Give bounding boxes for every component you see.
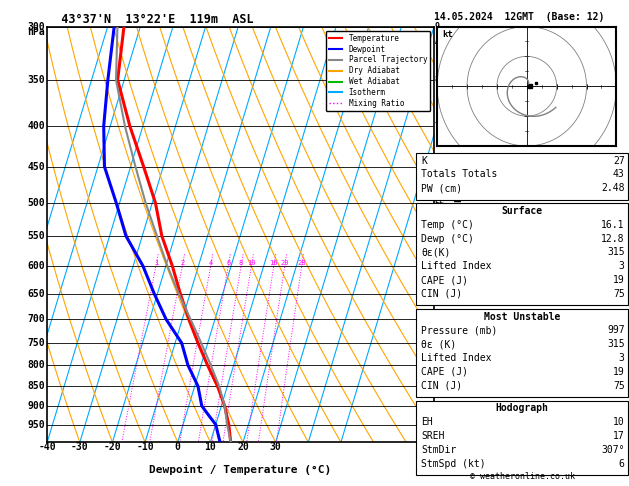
Text: -30: -30 <box>71 442 89 452</box>
Text: CAPE (J): CAPE (J) <box>421 367 469 377</box>
Text: Dewp (°C): Dewp (°C) <box>421 234 474 243</box>
Text: 2: 2 <box>180 260 184 266</box>
Text: 700: 700 <box>28 314 45 324</box>
Text: 600: 600 <box>28 261 45 271</box>
Text: Temp (°C): Temp (°C) <box>421 220 474 230</box>
Legend: Temperature, Dewpoint, Parcel Trajectory, Dry Adiabat, Wet Adiabat, Isotherm, Mi: Temperature, Dewpoint, Parcel Trajectory… <box>326 31 430 111</box>
Text: 19: 19 <box>613 275 625 285</box>
Text: Pressure (mb): Pressure (mb) <box>421 326 498 335</box>
Text: 850: 850 <box>28 381 45 391</box>
Text: 16: 16 <box>269 260 278 266</box>
Text: 750: 750 <box>28 338 45 348</box>
Text: Mixing Ratio (g/kg): Mixing Ratio (g/kg) <box>455 187 464 282</box>
Text: 3: 3 <box>619 261 625 271</box>
Text: 75: 75 <box>613 381 625 391</box>
Text: 3: 3 <box>619 353 625 363</box>
Text: PW (cm): PW (cm) <box>421 183 462 193</box>
Text: 16.1: 16.1 <box>601 220 625 230</box>
Text: EH: EH <box>421 417 433 427</box>
Text: -10: -10 <box>136 442 154 452</box>
Text: 1: 1 <box>435 401 440 410</box>
Text: CAPE (J): CAPE (J) <box>421 275 469 285</box>
Text: 300: 300 <box>28 22 45 32</box>
Text: Totals Totals: Totals Totals <box>421 170 498 179</box>
Text: 75: 75 <box>613 289 625 299</box>
Text: 6: 6 <box>226 260 230 266</box>
Text: Dewpoint / Temperature (°C): Dewpoint / Temperature (°C) <box>150 465 331 475</box>
Text: Most Unstable: Most Unstable <box>484 312 560 322</box>
Text: StmDir: StmDir <box>421 445 457 455</box>
Text: 350: 350 <box>28 75 45 85</box>
Text: 800: 800 <box>28 360 45 370</box>
Text: 20: 20 <box>237 442 249 452</box>
Text: Lifted Index: Lifted Index <box>421 353 492 363</box>
Text: 450: 450 <box>28 162 45 172</box>
Text: 650: 650 <box>28 289 45 298</box>
Text: 997: 997 <box>607 326 625 335</box>
Text: 20: 20 <box>281 260 289 266</box>
Text: 10: 10 <box>613 417 625 427</box>
Text: 7: 7 <box>435 122 440 131</box>
Text: 43°37'N  13°22'E  119m  ASL: 43°37'N 13°22'E 119m ASL <box>47 13 253 26</box>
Text: 12.8: 12.8 <box>601 234 625 243</box>
Text: 400: 400 <box>28 121 45 131</box>
Text: 6: 6 <box>619 459 625 469</box>
Text: kt: kt <box>443 30 454 39</box>
Text: 8: 8 <box>239 260 243 266</box>
Text: CIN (J): CIN (J) <box>421 289 462 299</box>
Text: SREH: SREH <box>421 431 445 441</box>
Text: θε (K): θε (K) <box>421 339 457 349</box>
Text: 0: 0 <box>175 442 181 452</box>
Text: 307°: 307° <box>601 445 625 455</box>
Text: km
ASL: km ASL <box>435 27 450 46</box>
Text: 43: 43 <box>613 170 625 179</box>
Text: -40: -40 <box>38 442 56 452</box>
Text: 17: 17 <box>613 431 625 441</box>
Text: θε(K): θε(K) <box>421 247 451 258</box>
Text: 3: 3 <box>435 314 440 324</box>
Text: Lifted Index: Lifted Index <box>421 261 492 271</box>
Text: 315: 315 <box>607 339 625 349</box>
Text: 2: 2 <box>435 361 440 370</box>
Text: hPa: hPa <box>28 27 45 37</box>
Text: 1: 1 <box>153 260 158 266</box>
Text: CIN (J): CIN (J) <box>421 381 462 391</box>
Text: 28: 28 <box>298 260 306 266</box>
Text: 500: 500 <box>28 198 45 208</box>
Text: 6: 6 <box>435 162 440 171</box>
Text: 10: 10 <box>204 442 216 452</box>
Text: 5½: 5½ <box>435 199 445 208</box>
Text: Surface: Surface <box>501 206 543 216</box>
Text: 27: 27 <box>613 156 625 166</box>
Text: K: K <box>421 156 427 166</box>
Text: 8: 8 <box>435 75 440 85</box>
Text: 315: 315 <box>607 247 625 258</box>
Text: 9: 9 <box>435 22 440 31</box>
Text: -20: -20 <box>104 442 121 452</box>
Text: 10: 10 <box>247 260 255 266</box>
Text: 30: 30 <box>270 442 282 452</box>
Text: 950: 950 <box>28 419 45 430</box>
Text: StmSpd (kt): StmSpd (kt) <box>421 459 486 469</box>
Text: 4: 4 <box>208 260 213 266</box>
Text: 900: 900 <box>28 401 45 411</box>
Text: © weatheronline.co.uk: © weatheronline.co.uk <box>470 472 574 481</box>
Text: 4: 4 <box>435 261 440 270</box>
Text: 14.05.2024  12GMT  (Base: 12): 14.05.2024 12GMT (Base: 12) <box>434 12 604 22</box>
Text: 5: 5 <box>435 231 440 241</box>
Text: 2.48: 2.48 <box>601 183 625 193</box>
Text: Hodograph: Hodograph <box>496 403 548 414</box>
Text: 19: 19 <box>613 367 625 377</box>
Text: LCL: LCL <box>435 420 450 429</box>
Text: 550: 550 <box>28 231 45 241</box>
